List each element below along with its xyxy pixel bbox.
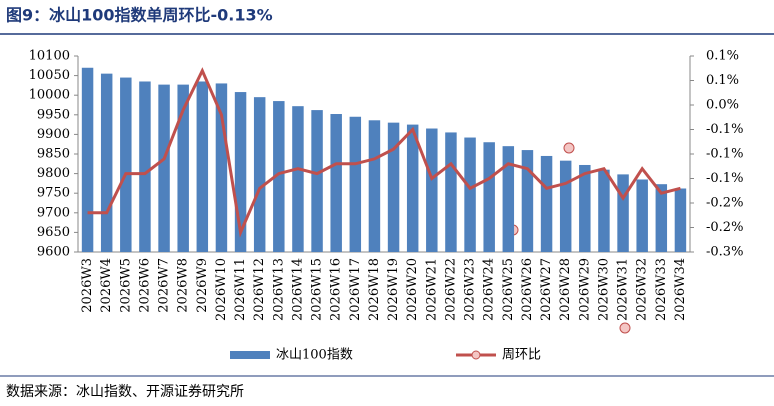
line xyxy=(87,67,681,238)
bar xyxy=(674,188,687,252)
y2-tick-label: 0.1% xyxy=(706,73,739,88)
x-tick-label: 2026W17 xyxy=(348,258,363,321)
y-tick-label: 9800 xyxy=(37,166,70,181)
decoration xyxy=(563,142,575,154)
x-tick-label: 2026W6 xyxy=(137,258,152,313)
y-tick-label: 9700 xyxy=(37,205,70,220)
y-tick-label: 10100 xyxy=(29,49,70,64)
x-tick-label: 2026W34 xyxy=(673,258,688,321)
x-tick-label: 2026W33 xyxy=(654,258,669,321)
x-tick-label: 2026W21 xyxy=(424,258,439,321)
x-tick-label: 2026W12 xyxy=(252,258,267,321)
x-tick-label: 2026W14 xyxy=(290,258,305,321)
bar xyxy=(120,77,132,252)
bar xyxy=(368,120,381,253)
bar xyxy=(139,81,151,252)
x-tick-label: 2026W16 xyxy=(329,258,344,321)
y2-tick-label: -0.2% xyxy=(706,220,743,235)
x-tick-label: 2026W15 xyxy=(310,258,325,321)
legend-swatch xyxy=(230,351,270,359)
y-tick-label: 9650 xyxy=(37,225,70,240)
x-tick-label: 2026W28 xyxy=(558,258,573,321)
source-note: 数据来源：冰山指数、开源证券研究所 xyxy=(6,384,244,400)
x-tick-label: 2026W30 xyxy=(596,258,611,321)
bar xyxy=(196,81,209,252)
y2-tick-label: -0.1% xyxy=(706,147,743,162)
y-tick-label: 10000 xyxy=(29,88,70,103)
bar xyxy=(311,110,323,252)
bar xyxy=(81,67,94,252)
y-tick-label: 9900 xyxy=(37,127,70,142)
chart-title: 图9：冰山100指数单周环比-0.13% xyxy=(6,6,273,25)
y2-tick-label: -0.1% xyxy=(706,122,743,137)
x-tick-label: 2026W26 xyxy=(520,258,535,321)
legend-marker xyxy=(471,350,481,360)
legend-label: 冰山100指数 xyxy=(276,348,353,363)
x-tick-label: 2026W32 xyxy=(635,258,650,321)
x-tick-label: 2026W8 xyxy=(176,258,191,313)
y2-tick-label: -0.2% xyxy=(706,196,743,211)
bar xyxy=(521,150,534,252)
bar xyxy=(636,179,648,252)
x-tick-label: 2026W31 xyxy=(616,258,631,321)
y2-tick-label: 0.0% xyxy=(706,98,739,113)
bar xyxy=(655,184,668,252)
bar xyxy=(426,128,438,252)
bar xyxy=(540,155,553,252)
bar xyxy=(349,116,362,252)
y-tick-label: 9600 xyxy=(37,245,70,260)
bar xyxy=(292,106,304,253)
bar xyxy=(483,142,495,252)
bar xyxy=(100,73,113,252)
bar xyxy=(273,101,285,252)
x-tick-label: 2026W13 xyxy=(271,258,286,321)
y2-tick-label: -0.1% xyxy=(706,171,743,186)
bar xyxy=(464,137,476,252)
bar xyxy=(158,84,170,252)
bar xyxy=(215,83,228,252)
x-tick-label: 2026W3 xyxy=(80,258,95,313)
bar xyxy=(387,122,400,252)
x-tick-label: 2026W9 xyxy=(195,258,210,313)
y-tick-label: 9850 xyxy=(37,147,70,162)
bar xyxy=(559,160,572,252)
bar xyxy=(598,169,610,252)
bar xyxy=(253,97,266,252)
y-tick-label: 9750 xyxy=(37,186,70,201)
x-tick-label: 2026W4 xyxy=(99,258,114,313)
bar xyxy=(177,84,189,252)
x-tick-label: 2026W23 xyxy=(463,258,478,321)
x-tick-label: 2026W7 xyxy=(157,258,172,313)
x-tick-label: 2026W24 xyxy=(482,258,497,321)
x-tick-label: 2026W5 xyxy=(118,258,133,313)
x-tick-label: 2026W18 xyxy=(367,258,382,321)
bar xyxy=(579,164,591,252)
bar xyxy=(617,174,629,252)
bar xyxy=(234,92,247,253)
y2-tick-label: 0.1% xyxy=(706,49,739,64)
bar xyxy=(445,132,457,252)
bar xyxy=(406,124,419,252)
x-tick-label: 2026W20 xyxy=(405,258,420,321)
x-tick-label: 2026W11 xyxy=(233,258,248,321)
y-tick-label: 9950 xyxy=(37,107,70,122)
x-tick-label: 2026W10 xyxy=(214,258,229,321)
x-tick-label: 2026W22 xyxy=(443,258,458,321)
x-tick-label: 2026W25 xyxy=(501,258,516,321)
bar xyxy=(330,114,342,253)
bar xyxy=(502,146,515,252)
y2-tick-label: -0.3% xyxy=(706,245,743,260)
x-tick-label: 2026W27 xyxy=(539,258,554,321)
x-tick-label: 2026W19 xyxy=(386,258,401,321)
y-tick-label: 10050 xyxy=(29,68,70,83)
x-tick-label: 2026W29 xyxy=(577,258,592,321)
decoration xyxy=(619,322,631,334)
legend-label: 周环比 xyxy=(502,348,541,363)
